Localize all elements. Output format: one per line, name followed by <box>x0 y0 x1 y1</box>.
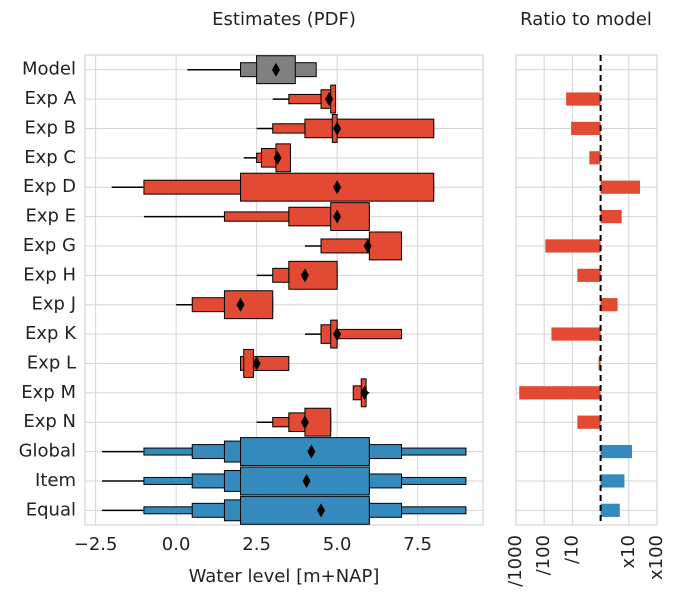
median <box>333 209 342 224</box>
bar <box>545 239 601 253</box>
bar <box>598 356 601 371</box>
box <box>243 348 254 378</box>
box <box>256 55 296 85</box>
y-tick-label: Exp B <box>24 117 76 138</box>
bar <box>589 151 601 165</box>
y-tick-label: Exp N <box>23 411 76 432</box>
y-tick-label: Exp L <box>27 352 76 373</box>
y-tick-label: Global <box>19 441 76 462</box>
bar <box>600 209 622 224</box>
median <box>333 180 342 195</box>
x-axis-label: Water level [m+NAP] <box>189 566 380 587</box>
median <box>333 327 342 342</box>
y-tick-label: Exp D <box>23 176 76 197</box>
left-title: Estimates (PDF) <box>212 9 356 30</box>
y-tick-label: Exp J <box>32 294 76 315</box>
bar <box>600 180 641 194</box>
y-tick-label: Model <box>22 59 76 80</box>
median <box>300 415 309 430</box>
box <box>288 260 338 290</box>
y-tick-label: Exp A <box>25 88 77 109</box>
x-tick-label: 0.0 <box>162 534 191 555</box>
median <box>300 268 309 283</box>
median <box>273 150 282 165</box>
median <box>302 473 311 488</box>
box <box>223 290 274 320</box>
y-tick-label: Exp C <box>24 147 76 168</box>
bar <box>600 474 625 488</box>
x-tick-label: /10 <box>561 535 582 564</box>
box <box>240 437 370 467</box>
x-tick-label: 2.5 <box>242 534 271 555</box>
x-tick-label: /100 <box>533 535 554 575</box>
median <box>236 297 245 312</box>
y-tick-label: Equal <box>26 499 76 520</box>
plot-frame <box>84 54 484 526</box>
bar <box>600 503 620 517</box>
y-tick-label: Exp G <box>23 235 76 256</box>
x-tick-label: /1000 <box>505 535 526 587</box>
box <box>304 118 435 139</box>
median <box>317 503 326 518</box>
right-title: Ratio to model <box>520 9 652 30</box>
bar <box>577 415 601 429</box>
median <box>307 444 316 459</box>
y-tick-label: Exp M <box>21 382 76 403</box>
bar <box>566 92 601 106</box>
box <box>304 407 332 437</box>
x-tick-label: x10 <box>618 535 639 569</box>
y-tick-label: Item <box>35 470 76 491</box>
x-tick-label: x100 <box>646 535 667 580</box>
y-tick-label: Exp H <box>23 264 76 285</box>
median <box>325 92 334 107</box>
plot-frame <box>515 54 658 526</box>
y-tick-label: Exp E <box>25 206 76 227</box>
bar <box>600 444 633 459</box>
median <box>363 238 372 253</box>
x-tick-label: 7.5 <box>403 534 432 555</box>
median <box>252 356 261 371</box>
x-tick-label: 5.0 <box>323 534 352 555</box>
bar <box>551 327 601 341</box>
median <box>333 121 342 136</box>
x-tick-label: −2.5 <box>74 534 118 555</box>
bar <box>600 298 618 312</box>
median <box>271 62 280 77</box>
y-tick-label: Exp K <box>25 323 77 344</box>
bar <box>519 386 601 400</box>
bar <box>577 268 601 282</box>
bar <box>571 121 601 136</box>
box <box>240 495 370 525</box>
box <box>368 231 403 261</box>
median <box>360 385 369 400</box>
